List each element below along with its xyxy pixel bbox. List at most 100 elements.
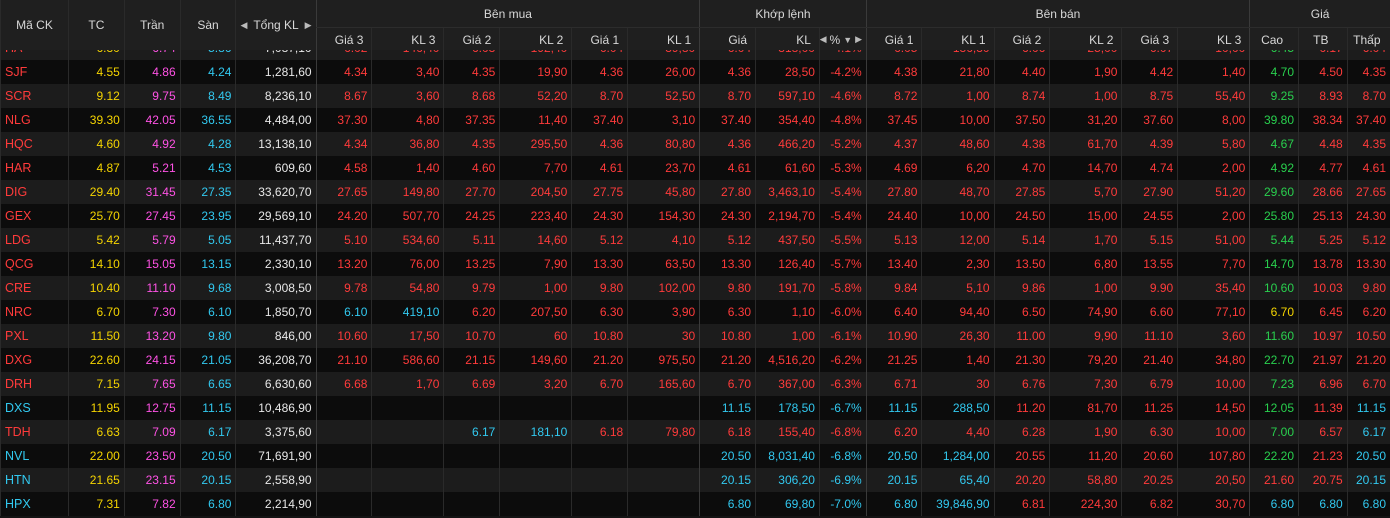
price-board-body[interactable]: HA6.306.745.867,087,106.02146,406.03192,…: [0, 50, 1390, 518]
stock-row[interactable]: LDG 5.42 5.79 5.05 11,437,70 5.10 534,60 5.11 14…: [0, 228, 1390, 252]
col-header-ceiling[interactable]: Trần: [123, 0, 181, 52]
match-price-cell: 24.30: [699, 204, 756, 228]
col-header-match-price[interactable]: Giá: [699, 27, 756, 51]
col-header-match-volume[interactable]: KL: [755, 27, 820, 51]
caret-right-icon[interactable]: ▶: [304, 19, 312, 30]
symbol-cell[interactable]: DXS: [0, 396, 69, 420]
stock-row[interactable]: NVL 22.00 23.50 20.50 71,691,90 20.50 8,031,40…: [0, 444, 1390, 468]
symbol-cell[interactable]: TDH: [0, 420, 69, 444]
buy-vol1-cell: 80,80: [627, 132, 700, 156]
symbol-cell[interactable]: QCG: [0, 252, 69, 276]
col-header-high[interactable]: Cao: [1249, 27, 1299, 51]
symbol-cell[interactable]: NRC: [0, 300, 69, 324]
stock-row[interactable]: DXG 22.60 24.15 21.05 36,208,70 21.10 586,60 21…: [0, 348, 1390, 372]
sort-down-icon[interactable]: ▼: [843, 34, 853, 45]
match-volume-cell: 354,40: [755, 108, 820, 132]
col-header-total-volume[interactable]: ◀ Tổng KL ▶: [235, 0, 317, 52]
symbol-cell[interactable]: NVL: [0, 444, 69, 468]
group-header-match: Khớp lệnh: [699, 0, 867, 28]
match-volume-cell: 3,463,10: [755, 180, 820, 204]
symbol-cell[interactable]: SJF: [0, 60, 69, 84]
buy-price1-cell: [571, 468, 628, 492]
symbol-cell[interactable]: HA: [0, 50, 69, 60]
buy-vol3-cell: 507,70: [371, 204, 444, 228]
buy-vol2-cell: [499, 444, 572, 468]
high-price-cell: 6.70: [1249, 300, 1299, 324]
stock-row[interactable]: HQC 4.60 4.92 4.28 13,138,10 4.34 36,80 4.35 295…: [0, 132, 1390, 156]
high-price-cell: 22.20: [1249, 444, 1299, 468]
symbol-cell[interactable]: HPX: [0, 492, 69, 516]
buy-price3-cell: 24.20: [315, 204, 372, 228]
col-header-symbol[interactable]: Mã CK: [0, 0, 69, 52]
match-pct-cell: -4.8%: [818, 108, 867, 132]
stock-row[interactable]: HTN 21.65 23.15 20.15 2,558,90 20.15 306,20 -6.…: [0, 468, 1390, 492]
symbol-cell[interactable]: LDG: [0, 228, 69, 252]
symbol-cell[interactable]: SCR: [0, 84, 69, 108]
buy-vol1-cell: 26,00: [627, 60, 700, 84]
col-header-buy-vol1[interactable]: KL 1: [627, 27, 700, 51]
col-header-buy-price2[interactable]: Giá 2: [443, 27, 500, 51]
stock-row[interactable]: TDH 6.63 7.09 6.17 3,375,60 6.17 181,10 6.18 79,…: [0, 420, 1390, 444]
symbol-cell[interactable]: HAR: [0, 156, 69, 180]
sell-vol1-cell: 1,00: [921, 84, 995, 108]
ceiling-price-cell: 7.82: [123, 492, 181, 516]
sell-vol1-cell: 136,30: [921, 50, 995, 60]
ref-price-cell: 5.42: [68, 228, 125, 252]
col-header-buy-price3[interactable]: Giá 3: [315, 27, 372, 51]
stock-row[interactable]: PXL 11.50 13.20 9.80 846,00 10.60 17,50 10.70 60…: [0, 324, 1390, 348]
symbol-cell[interactable]: GEX: [0, 204, 69, 228]
caret-left-icon[interactable]: ◀: [240, 19, 248, 30]
match-pct-cell: -6.2%: [818, 348, 867, 372]
floor-price-cell: 6.17: [179, 420, 236, 444]
stock-row[interactable]: DXS 11.95 12.75 11.15 10,486,90 11.15 178,50 -6…: [0, 396, 1390, 420]
symbol-cell[interactable]: DXG: [0, 348, 69, 372]
col-header-sell-vol2[interactable]: KL 2: [1049, 27, 1122, 51]
buy-price1-cell: [571, 444, 628, 468]
sell-price3-cell: 11.25: [1121, 396, 1178, 420]
col-header-match-pct[interactable]: ◀ % ▼ ▶: [818, 27, 867, 51]
stock-row[interactable]: SJF 4.55 4.86 4.24 1,281,60 4.34 3,40 4.35 19,90…: [0, 60, 1390, 84]
symbol-cell[interactable]: PXL: [0, 324, 69, 348]
buy-price2-cell: 8.68: [443, 84, 500, 108]
stock-row[interactable]: NRC 6.70 7.30 6.10 1,850,70 6.10 419,10 6.20 207…: [0, 300, 1390, 324]
symbol-cell[interactable]: DRH: [0, 372, 69, 396]
col-header-floor[interactable]: Sàn: [179, 0, 236, 52]
sell-vol3-cell: 2,00: [1177, 156, 1250, 180]
symbol-cell[interactable]: NLG: [0, 108, 69, 132]
stock-row[interactable]: HPX 7.31 7.82 6.80 2,214,90 6.80 69,80 -7.0% 6.8…: [0, 492, 1390, 516]
col-header-buy-price1[interactable]: Giá 1: [571, 27, 628, 51]
sell-price1-cell: 4.38: [865, 60, 922, 84]
buy-vol1-cell: 3,10: [627, 108, 700, 132]
buy-vol2-cell: 19,90: [499, 60, 572, 84]
buy-vol2-cell: 3,20: [499, 372, 572, 396]
stock-row[interactable]: SCR 9.12 9.75 8.49 8,236,10 8.67 3,60 8.68 52,20…: [0, 84, 1390, 108]
caret-left-icon[interactable]: ◀: [819, 34, 827, 44]
col-header-buy-vol2[interactable]: KL 2: [499, 27, 572, 51]
col-header-avg[interactable]: TB: [1297, 27, 1348, 51]
match-volume-cell: 191,70: [755, 276, 820, 300]
stock-row[interactable]: HA6.306.745.867,087,106.02146,406.03192,…: [0, 50, 1390, 60]
stock-row[interactable]: DIG 29.40 31.45 27.35 33,620,70 27.65 149,80 27…: [0, 180, 1390, 204]
stock-row[interactable]: GEX 25.70 27.45 23.95 29,569,10 24.20 507,70 24…: [0, 204, 1390, 228]
stock-row[interactable]: DRH 7.15 7.65 6.65 6,630,60 6.68 1,70 6.69 3,20 6…: [0, 372, 1390, 396]
col-header-sell-price1[interactable]: Giá 1: [865, 27, 922, 51]
col-header-low[interactable]: Thấp: [1346, 27, 1390, 51]
caret-right-icon[interactable]: ▶: [855, 34, 863, 44]
stock-row[interactable]: HAR 4.87 5.21 4.53 609,60 4.58 1,40 4.60 7,70 4.6…: [0, 156, 1390, 180]
buy-price2-cell: 6.69: [443, 372, 500, 396]
col-header-ref[interactable]: TC: [68, 0, 125, 52]
col-header-buy-vol3[interactable]: KL 3: [371, 27, 444, 51]
col-header-sell-vol1[interactable]: KL 1: [921, 27, 995, 51]
symbol-cell[interactable]: HTN: [0, 468, 69, 492]
ref-price-cell: 4.87: [68, 156, 125, 180]
symbol-cell[interactable]: DIG: [0, 180, 69, 204]
symbol-cell[interactable]: CRE: [0, 276, 69, 300]
col-header-sell-vol3[interactable]: KL 3: [1177, 27, 1250, 51]
stock-row[interactable]: NLG 39.30 42.05 36.55 4,484,00 37.30 4,80 37.35…: [0, 108, 1390, 132]
stock-row[interactable]: CRE 10.40 11.10 9.68 3,008,50 9.78 54,80 9.79 1,…: [0, 276, 1390, 300]
stock-row[interactable]: QCG 14.10 15.05 13.15 2,330,10 13.20 76,00 13.2…: [0, 252, 1390, 276]
buy-price3-cell: 13.20: [315, 252, 372, 276]
symbol-cell[interactable]: HQC: [0, 132, 69, 156]
col-header-sell-price2[interactable]: Giá 2: [993, 27, 1050, 51]
col-header-sell-price3[interactable]: Giá 3: [1121, 27, 1178, 51]
